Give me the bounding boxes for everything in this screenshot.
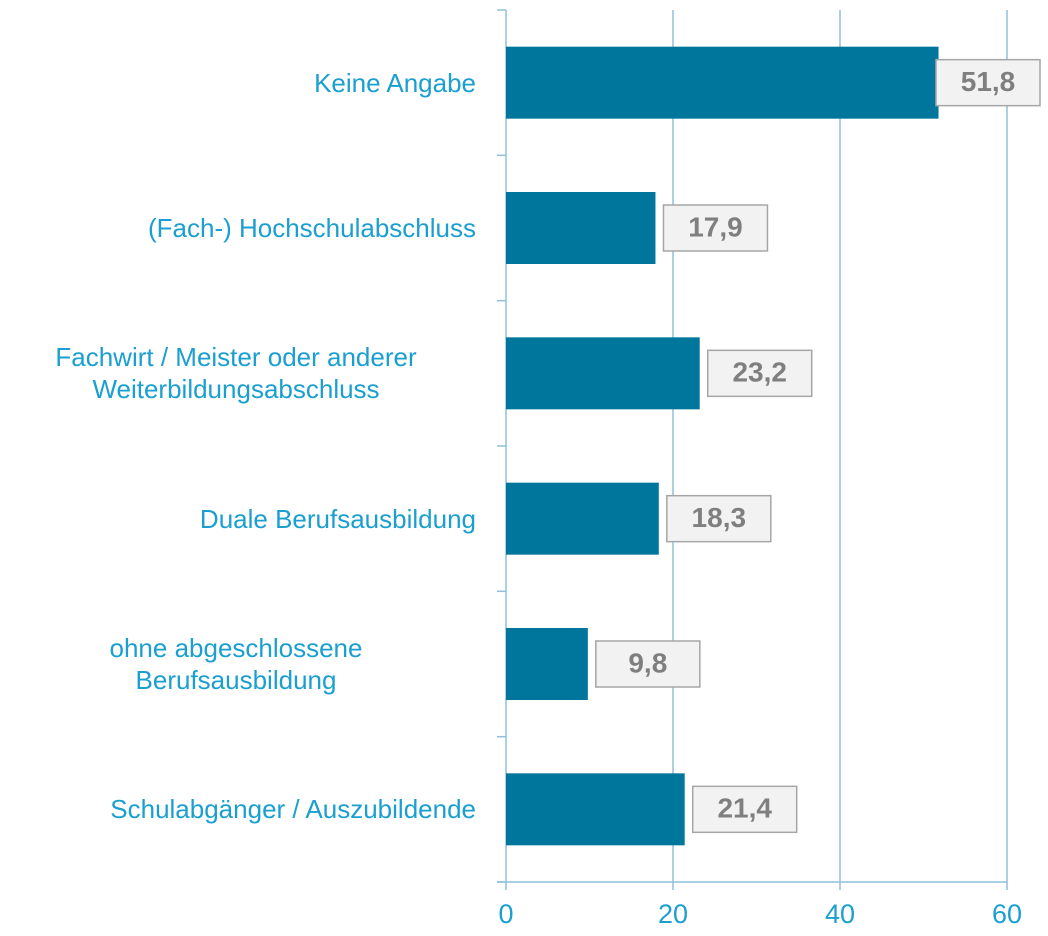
value-label: 21,4 xyxy=(717,793,772,824)
value-label: 18,3 xyxy=(692,502,747,533)
bar xyxy=(506,628,588,700)
category-label: (Fach-) Hochschulabschluss xyxy=(147,213,476,243)
value-label-box xyxy=(935,58,1041,107)
bar xyxy=(506,482,659,555)
bar xyxy=(506,46,939,119)
value-label-box xyxy=(691,785,798,834)
bar xyxy=(506,773,685,846)
bar xyxy=(506,337,700,410)
bar xyxy=(506,192,656,264)
x-tick-label: 20 xyxy=(658,899,688,929)
value-label-box xyxy=(666,494,772,543)
category-label: Schulabgänger / Auszubildende xyxy=(110,794,476,825)
category-label: ohne abgeschlossene Berufsausbildung xyxy=(109,633,363,695)
category-label: Duale Berufsausbildung xyxy=(199,503,476,534)
x-tick-label: 0 xyxy=(498,899,513,929)
value-label-box xyxy=(662,204,769,252)
value-label: 9,8 xyxy=(628,647,667,678)
value-label: 23,2 xyxy=(732,357,787,388)
x-tick-label: 60 xyxy=(992,899,1022,929)
category-label: Fachwirt / Meister oder anderer Weiterbi… xyxy=(55,342,417,405)
value-label-box xyxy=(595,640,701,688)
x-tick-label: 40 xyxy=(825,899,855,929)
value-label-box xyxy=(706,349,813,398)
value-label: 51,8 xyxy=(961,66,1016,97)
category-label: Keine Angabe xyxy=(314,67,476,98)
value-label: 17,9 xyxy=(688,211,743,242)
